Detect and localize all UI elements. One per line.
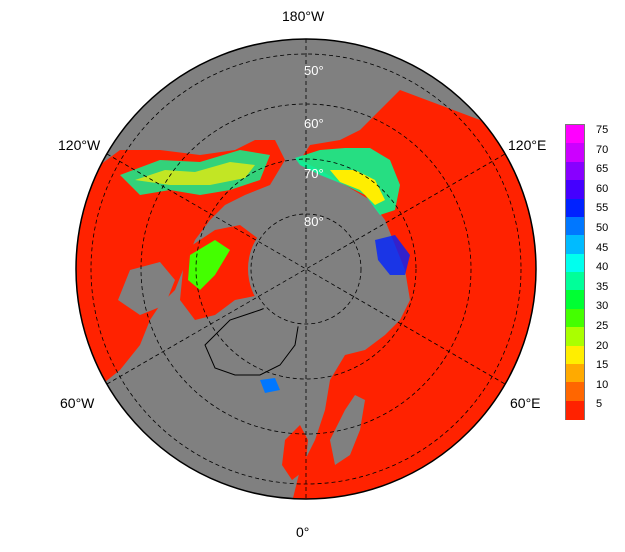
colorbar-tick-label: 15 (596, 359, 609, 372)
north-america-region (76, 140, 285, 400)
colorbar-tick-label: 20 (596, 339, 609, 352)
colorbar-segment (566, 345, 584, 365)
colorbar-segment (566, 235, 584, 255)
colorbar-tick-label: 55 (596, 202, 609, 215)
siberia-band-yellow (330, 170, 385, 205)
british-isles (282, 425, 308, 480)
colorbar-tick-label: 60 (596, 182, 609, 195)
hudson-bay (118, 262, 175, 315)
lat-circle-50 (90, 53, 522, 485)
colorbar-segment (566, 290, 584, 310)
colorbar-tick-label: 50 (596, 222, 609, 234)
lon-label-0: 0° (296, 524, 310, 540)
colorbar-segment (566, 216, 584, 236)
lat-circle-80 (250, 213, 362, 325)
north-atlantic (200, 380, 320, 499)
colorbar-tick-label: 30 (596, 300, 609, 313)
colorbar (565, 124, 585, 420)
colorbar-tick-label: 5 (596, 398, 603, 411)
iceland (260, 378, 280, 393)
arctic-ocean (248, 211, 364, 327)
lat-label-60: 60° (304, 116, 324, 131)
baltic-sea (330, 395, 365, 465)
colorbar-segment (566, 161, 584, 181)
colorbar-segment (566, 180, 584, 199)
colorbar-tick-label: 25 (596, 320, 609, 332)
map-border (75, 38, 537, 500)
colorbar-tick-label: 75 (596, 124, 609, 136)
colorbar-tick-label: 40 (596, 261, 609, 274)
colorbar-segment (566, 198, 584, 218)
lat-label-80: 80° (304, 214, 324, 229)
colorbar-tick-label: 35 (596, 280, 609, 293)
lat-circle-70 (195, 158, 417, 380)
colorbar-segment (566, 363, 584, 383)
colorbar-tick-label: 45 (596, 241, 609, 254)
lon-label-120e: 120°E (508, 137, 547, 153)
lon-label-180w: 180°W (282, 8, 325, 24)
colorbar-segment (566, 327, 584, 346)
colorbar-tick-label: 10 (596, 378, 609, 391)
lon-label-60w: 60°W (60, 395, 95, 411)
lat-label-50: 50° (304, 63, 324, 78)
colorbar-segment (566, 143, 584, 163)
siberia-band-blue (375, 235, 410, 275)
lat-label-70: 70° (304, 166, 324, 181)
lon-label-120w: 120°W (58, 137, 101, 153)
colorbar-segment (566, 253, 584, 273)
arctic-islands-green (188, 240, 230, 290)
colorbar-tick-label: 65 (596, 163, 609, 176)
alaska-band-yellow (135, 162, 255, 185)
colorbar-segment (566, 272, 584, 291)
lon-label-60e: 60°E (510, 395, 541, 411)
colorbar-segment (566, 400, 584, 420)
colorbar-segment (566, 382, 584, 402)
colorbar-segment (566, 125, 584, 144)
colorbar-segment (566, 308, 584, 328)
colorbar-tick-label: 70 (596, 143, 609, 156)
